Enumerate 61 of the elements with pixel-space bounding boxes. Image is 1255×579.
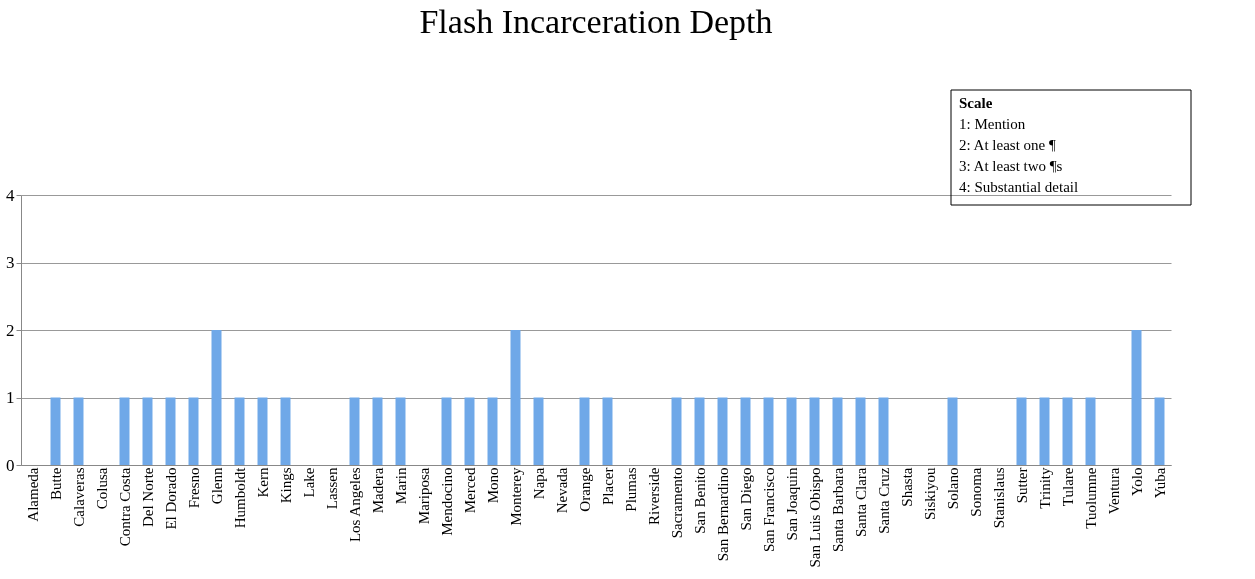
- text: 2: At least one ¶: [959, 137, 1056, 153]
- x-tick-label: Stanislaus: [990, 467, 1007, 529]
- x-tick-label: Riverside: [645, 467, 662, 525]
- x-tick-label: Plumas: [622, 467, 639, 512]
- x-tick-label: Glenn: [208, 467, 225, 505]
- x-tick-label: Tulare: [1059, 467, 1076, 507]
- x-tick-label: Los Angeles: [346, 467, 363, 543]
- x-tick-label: Marin: [392, 467, 409, 505]
- x-tick-label: Merced: [461, 467, 478, 514]
- y-tick-label: 3: [6, 253, 15, 272]
- text: 3: At least two ¶s: [959, 158, 1063, 174]
- x-tick-label: Del Norte: [139, 467, 156, 528]
- x-tick-label: El Dorado: [162, 467, 179, 530]
- y-tick-label: 4: [6, 185, 15, 205]
- y-tick-label: 2: [6, 320, 15, 340]
- x-tick-label: Alameda: [24, 467, 41, 522]
- text: 1: Mention: [959, 116, 1026, 132]
- x-tick-label: Sacramento: [668, 467, 685, 539]
- x-tick-label: Mariposa: [415, 467, 432, 525]
- x-tick-label: Colusa: [93, 467, 110, 510]
- chart-title: Flash Incarceration Depth: [419, 2, 773, 40]
- x-tick-label: Trinity: [1036, 467, 1053, 509]
- x-tick-label: Fresno: [185, 467, 202, 509]
- text: 4: Substantial detail: [959, 179, 1079, 195]
- x-tick-label: Kings: [277, 467, 294, 504]
- y-tick-label: 1: [6, 388, 15, 407]
- x-tick-label: San Joaquin: [783, 467, 800, 541]
- x-tick-label: Humboldt: [231, 466, 248, 529]
- x-tick-label: Mono: [484, 467, 501, 504]
- x-tick-label: Napa: [530, 467, 547, 500]
- x-tick-label: San Benito: [691, 467, 708, 534]
- x-tick-label: Solano: [944, 467, 961, 510]
- x-tick-label: Santa Clara: [852, 467, 869, 538]
- x-tick-label: Santa Barbara: [829, 467, 846, 553]
- x-tick-label: Santa Cruz: [875, 467, 892, 534]
- x-tick-label: Calaveras: [70, 467, 87, 527]
- x-tick-label: Madera: [369, 467, 386, 514]
- text: Scale: [959, 95, 993, 111]
- x-tick-label: Monterey: [507, 467, 524, 526]
- x-tick-label: Yuba: [1151, 467, 1168, 499]
- x-tick-label: Siskiyou: [921, 467, 938, 521]
- x-tick-label: Lake: [300, 467, 317, 498]
- x-tick-label: Nevada: [553, 467, 570, 514]
- x-tick-label: San Bernardino: [714, 467, 731, 562]
- y-tick-label: 0: [6, 455, 15, 475]
- x-tick-label: Mendocino: [438, 467, 455, 536]
- x-tick-label: Shasta: [898, 467, 915, 507]
- x-tick-label: Orange: [576, 467, 593, 512]
- x-tick-label: San Diego: [737, 467, 754, 531]
- x-tick-label: Yolo: [1128, 467, 1145, 496]
- x-tick-label: San Francisco: [760, 467, 777, 553]
- x-tick-label: Lassen: [323, 467, 340, 510]
- x-tick-label: San Luis Obispo: [806, 467, 823, 568]
- x-tick-label: Butte: [47, 467, 64, 500]
- x-tick-label: Sonoma: [967, 467, 984, 517]
- x-tick-label: Contra Costa: [116, 467, 133, 547]
- x-tick-label: Tuolumne: [1082, 467, 1099, 529]
- x-tick-label: Kern: [254, 467, 271, 498]
- x-tick-label: Placer: [599, 467, 616, 505]
- x-tick-label: Sutter: [1013, 467, 1030, 504]
- x-tick-label: Ventura: [1105, 467, 1122, 515]
